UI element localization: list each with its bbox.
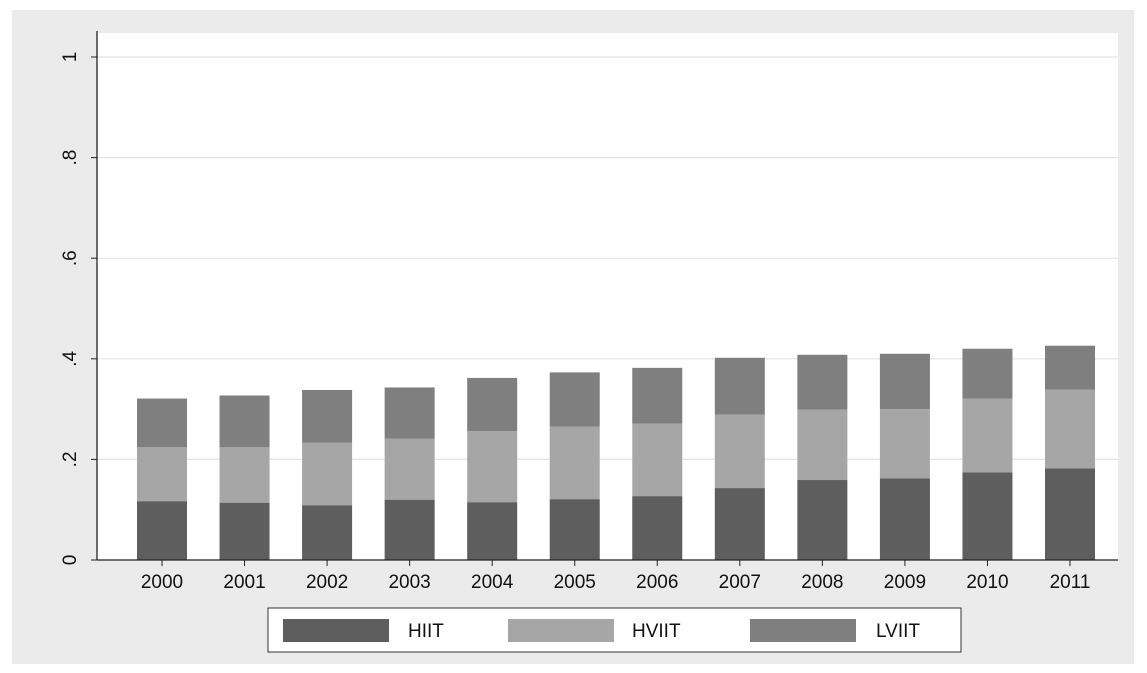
- bar-hviit-2009: [879, 409, 930, 479]
- bar-lviit-2011: [1045, 345, 1095, 390]
- x-tick-label-2010: 2010: [966, 572, 1008, 593]
- legend-swatch-hviit: [508, 619, 614, 642]
- y-tick-label-3: .6: [60, 250, 81, 266]
- x-tick-label-2002: 2002: [306, 572, 348, 593]
- bar-hiit-2008: [797, 480, 848, 560]
- y-tick-label-5: 1: [60, 52, 81, 63]
- bar-lviit-2010: [962, 348, 1013, 399]
- x-tick-label-2001: 2001: [223, 572, 265, 593]
- x-tick-label-2004: 2004: [471, 572, 514, 593]
- bar-lviit-2004: [467, 377, 518, 432]
- bar-hiit-2007: [714, 488, 765, 560]
- legend-label-lviit: LVIIT: [876, 621, 920, 642]
- bar-lviit-2008: [797, 354, 848, 410]
- bar-lviit-2001: [219, 395, 270, 448]
- bar-hiit-2003: [384, 499, 435, 560]
- bar-lviit-2007: [714, 357, 765, 415]
- x-tick-label-2003: 2003: [388, 572, 430, 593]
- bar-lviit-2009: [879, 353, 930, 410]
- bar-hviit-2004: [467, 431, 518, 503]
- bar-hiit-2009: [879, 478, 930, 560]
- y-tick-label-1: .2: [60, 451, 81, 467]
- x-tick-label-2009: 2009: [884, 572, 926, 593]
- bar-hiit-2002: [302, 505, 353, 560]
- x-tick-label-2008: 2008: [801, 572, 843, 593]
- bar-hiit-2006: [632, 496, 683, 560]
- legend-label-hiit: HIIT: [408, 621, 444, 642]
- y-tick-label-4: .8: [60, 150, 81, 166]
- bar-hiit-2000: [137, 501, 187, 560]
- bar-hiit-2010: [962, 472, 1013, 560]
- bar-hviit-2003: [384, 438, 435, 500]
- bar-lviit-2000: [137, 398, 187, 448]
- bar-hviit-2002: [302, 442, 353, 506]
- bar-lviit-2002: [302, 389, 353, 443]
- x-tick-label-2011: 2011: [1050, 572, 1091, 593]
- bar-hiit-2005: [549, 499, 600, 560]
- bar-hviit-2007: [714, 414, 765, 489]
- x-tick-label-2005: 2005: [554, 572, 596, 593]
- x-tick-label-2006: 2006: [636, 572, 678, 593]
- x-tick-label-2007: 2007: [719, 572, 761, 593]
- bar-hviit-2010: [962, 398, 1013, 473]
- bar-lviit-2006: [632, 367, 683, 424]
- bar-hiit-2004: [467, 502, 518, 560]
- bar-hiit-2011: [1045, 468, 1095, 560]
- y-tick-label-0: 0: [60, 555, 81, 566]
- bar-lviit-2005: [549, 372, 600, 427]
- bar-hviit-2005: [549, 426, 600, 500]
- legend-label-hviit: HVIIT: [632, 621, 681, 642]
- bar-hviit-2001: [219, 447, 270, 503]
- x-tick-label-2000: 2000: [141, 572, 183, 593]
- legend-swatch-hiit: [283, 619, 389, 642]
- legend-swatch-lviit: [750, 619, 856, 642]
- bar-hviit-2000: [137, 447, 187, 502]
- bar-lviit-2003: [384, 387, 435, 439]
- bar-hviit-2011: [1045, 389, 1095, 469]
- y-tick-label-2: .4: [60, 350, 81, 366]
- bar-hviit-2008: [797, 409, 848, 481]
- bar-hviit-2006: [632, 423, 683, 497]
- bar-hiit-2001: [219, 502, 270, 560]
